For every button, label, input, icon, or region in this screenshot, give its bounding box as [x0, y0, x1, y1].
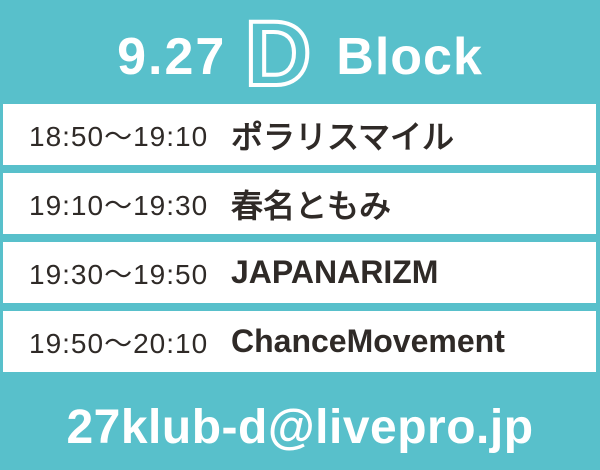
schedule-row: 18:50〜19:10 ポラリスマイル	[3, 104, 596, 165]
flyer-footer: 27klub-d@livepro.jp	[0, 380, 600, 470]
artist-name: 春名ともみ	[231, 187, 392, 224]
artist-name: JAPANARIZM	[231, 254, 439, 290]
block-letter-outline: D	[243, 7, 313, 101]
time-range: 19:10〜19:30	[29, 189, 209, 221]
event-date: 9.27	[117, 28, 227, 86]
schedule-row: 19:30〜19:50 JAPANARIZM	[3, 242, 596, 303]
contact-email: 27klub-d@livepro.jp	[66, 401, 534, 454]
flyer-header: 9.27 D Block	[0, 0, 600, 104]
artist-name: ポラリスマイル	[231, 118, 455, 155]
time-range: 18:50〜19:10	[29, 120, 209, 152]
schedule-list: 18:50〜19:10 ポラリスマイル 19:10〜19:30 春名ともみ 19…	[0, 104, 600, 372]
block-word: Block	[336, 28, 483, 86]
time-range: 19:30〜19:50	[29, 258, 209, 290]
schedule-row: 19:50〜20:10 ChanceMovement	[3, 311, 596, 372]
block-letter-text: D	[245, 7, 311, 101]
artist-name: ChanceMovement	[231, 323, 505, 359]
time-range: 19:50〜20:10	[29, 327, 209, 359]
schedule-row: 19:10〜19:30 春名ともみ	[3, 173, 596, 234]
